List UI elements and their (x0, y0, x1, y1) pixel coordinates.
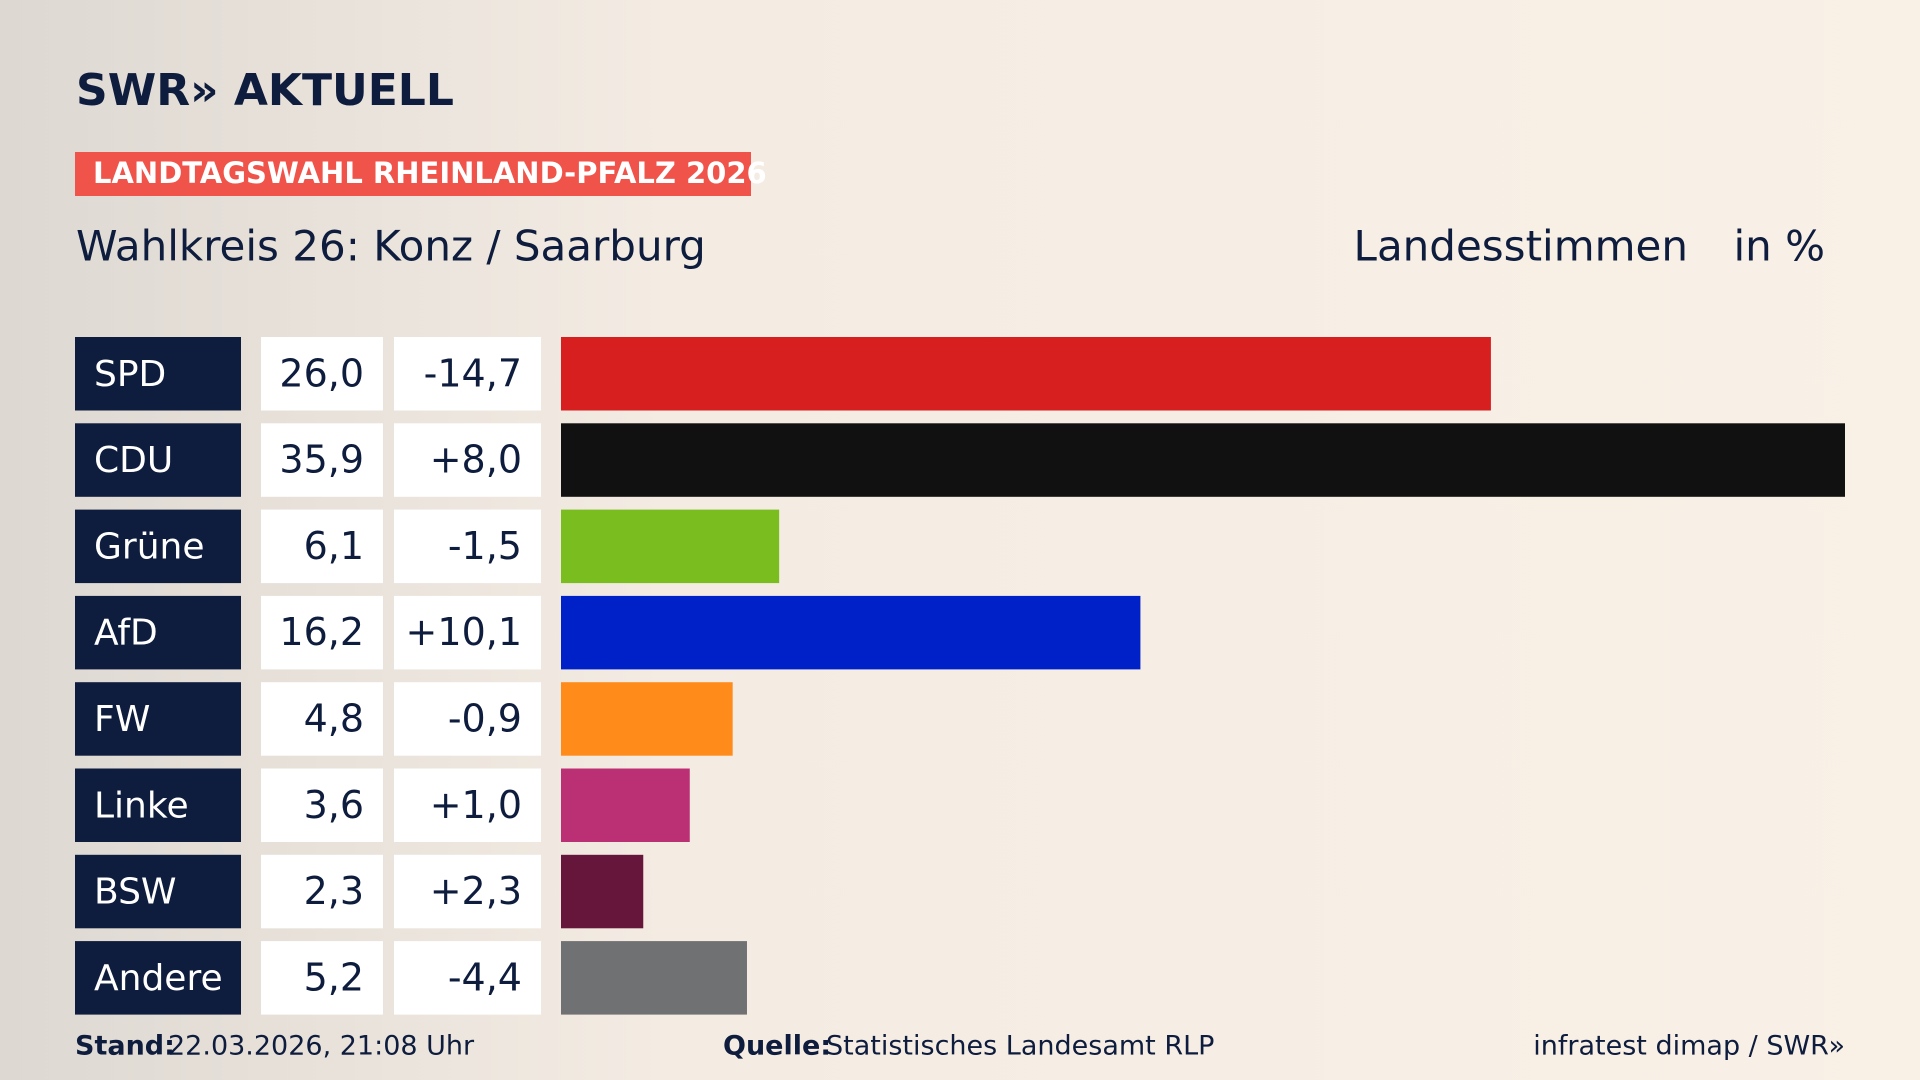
change-box (394, 595, 541, 670)
party-label: Grüne (94, 526, 204, 567)
bar (561, 337, 1491, 411)
value-label: 16,2 (279, 610, 364, 654)
bar (561, 423, 1845, 497)
party-label: SPD (94, 354, 166, 395)
change-label: +8,0 (430, 438, 522, 482)
value-box (261, 595, 383, 670)
bar (561, 509, 780, 584)
value-label: 5,2 (304, 955, 364, 999)
party-box (75, 854, 241, 929)
change-label: -0,9 (448, 696, 522, 740)
bar (561, 595, 1141, 670)
party-box (75, 337, 241, 411)
brand: SWR» AKTUELL (76, 65, 454, 116)
value-box (261, 509, 383, 584)
change-box (394, 941, 541, 1015)
chart-subtitle: Landesstimmen (1354, 222, 1688, 271)
bar (561, 768, 690, 842)
party-label: FW (94, 699, 150, 740)
source-label: Quelle: (723, 1031, 831, 1062)
banner: LANDTAGSWAHL RHEINLAND-PFALZ 2026 (93, 156, 767, 190)
party-box (75, 941, 241, 1015)
value-label: 26,0 (279, 351, 364, 395)
chart-title: Wahlkreis 26: Konz / Saarburg (76, 222, 706, 271)
value-label: 35,9 (279, 438, 364, 482)
unit: in % (1733, 222, 1825, 271)
party-label: BSW (94, 872, 177, 913)
value-box (261, 941, 383, 1015)
party-box (75, 509, 241, 584)
value-box (261, 337, 383, 411)
value-label: 2,3 (304, 869, 364, 913)
party-label: CDU (94, 440, 173, 481)
source: Statistisches Landesamt RLP (826, 1031, 1214, 1062)
bar (561, 941, 747, 1015)
stand: 22.03.2026, 21:08 Uhr (168, 1031, 475, 1062)
party-box (75, 682, 241, 756)
party-box (75, 423, 241, 497)
change-box (394, 337, 541, 411)
change-box (394, 854, 541, 929)
value-label: 4,8 (304, 696, 364, 740)
value-box (261, 768, 383, 842)
change-label: -1,5 (448, 524, 522, 568)
change-label: +1,0 (430, 783, 522, 827)
value-box (261, 423, 383, 497)
change-label: -4,4 (448, 955, 522, 999)
change-box (394, 509, 541, 584)
party-label: Andere (94, 958, 223, 999)
change-label: +2,3 (430, 869, 522, 913)
value-box (261, 682, 383, 756)
change-label: -14,7 (424, 351, 522, 395)
stand-label: Stand: (75, 1031, 175, 1062)
party-label: AfD (94, 613, 158, 654)
credit: infratest dimap / SWR» (1533, 1031, 1845, 1062)
change-box (394, 768, 541, 842)
party-box (75, 768, 241, 842)
value-box (261, 854, 383, 929)
bar (561, 854, 644, 929)
party-label: Linke (94, 785, 189, 826)
banner-bg (75, 152, 751, 196)
bar (561, 682, 733, 756)
change-box (394, 682, 541, 756)
change-box (394, 423, 541, 497)
value-label: 3,6 (304, 783, 364, 827)
value-label: 6,1 (304, 524, 364, 568)
change-label: +10,1 (406, 610, 522, 654)
party-box (75, 595, 241, 670)
